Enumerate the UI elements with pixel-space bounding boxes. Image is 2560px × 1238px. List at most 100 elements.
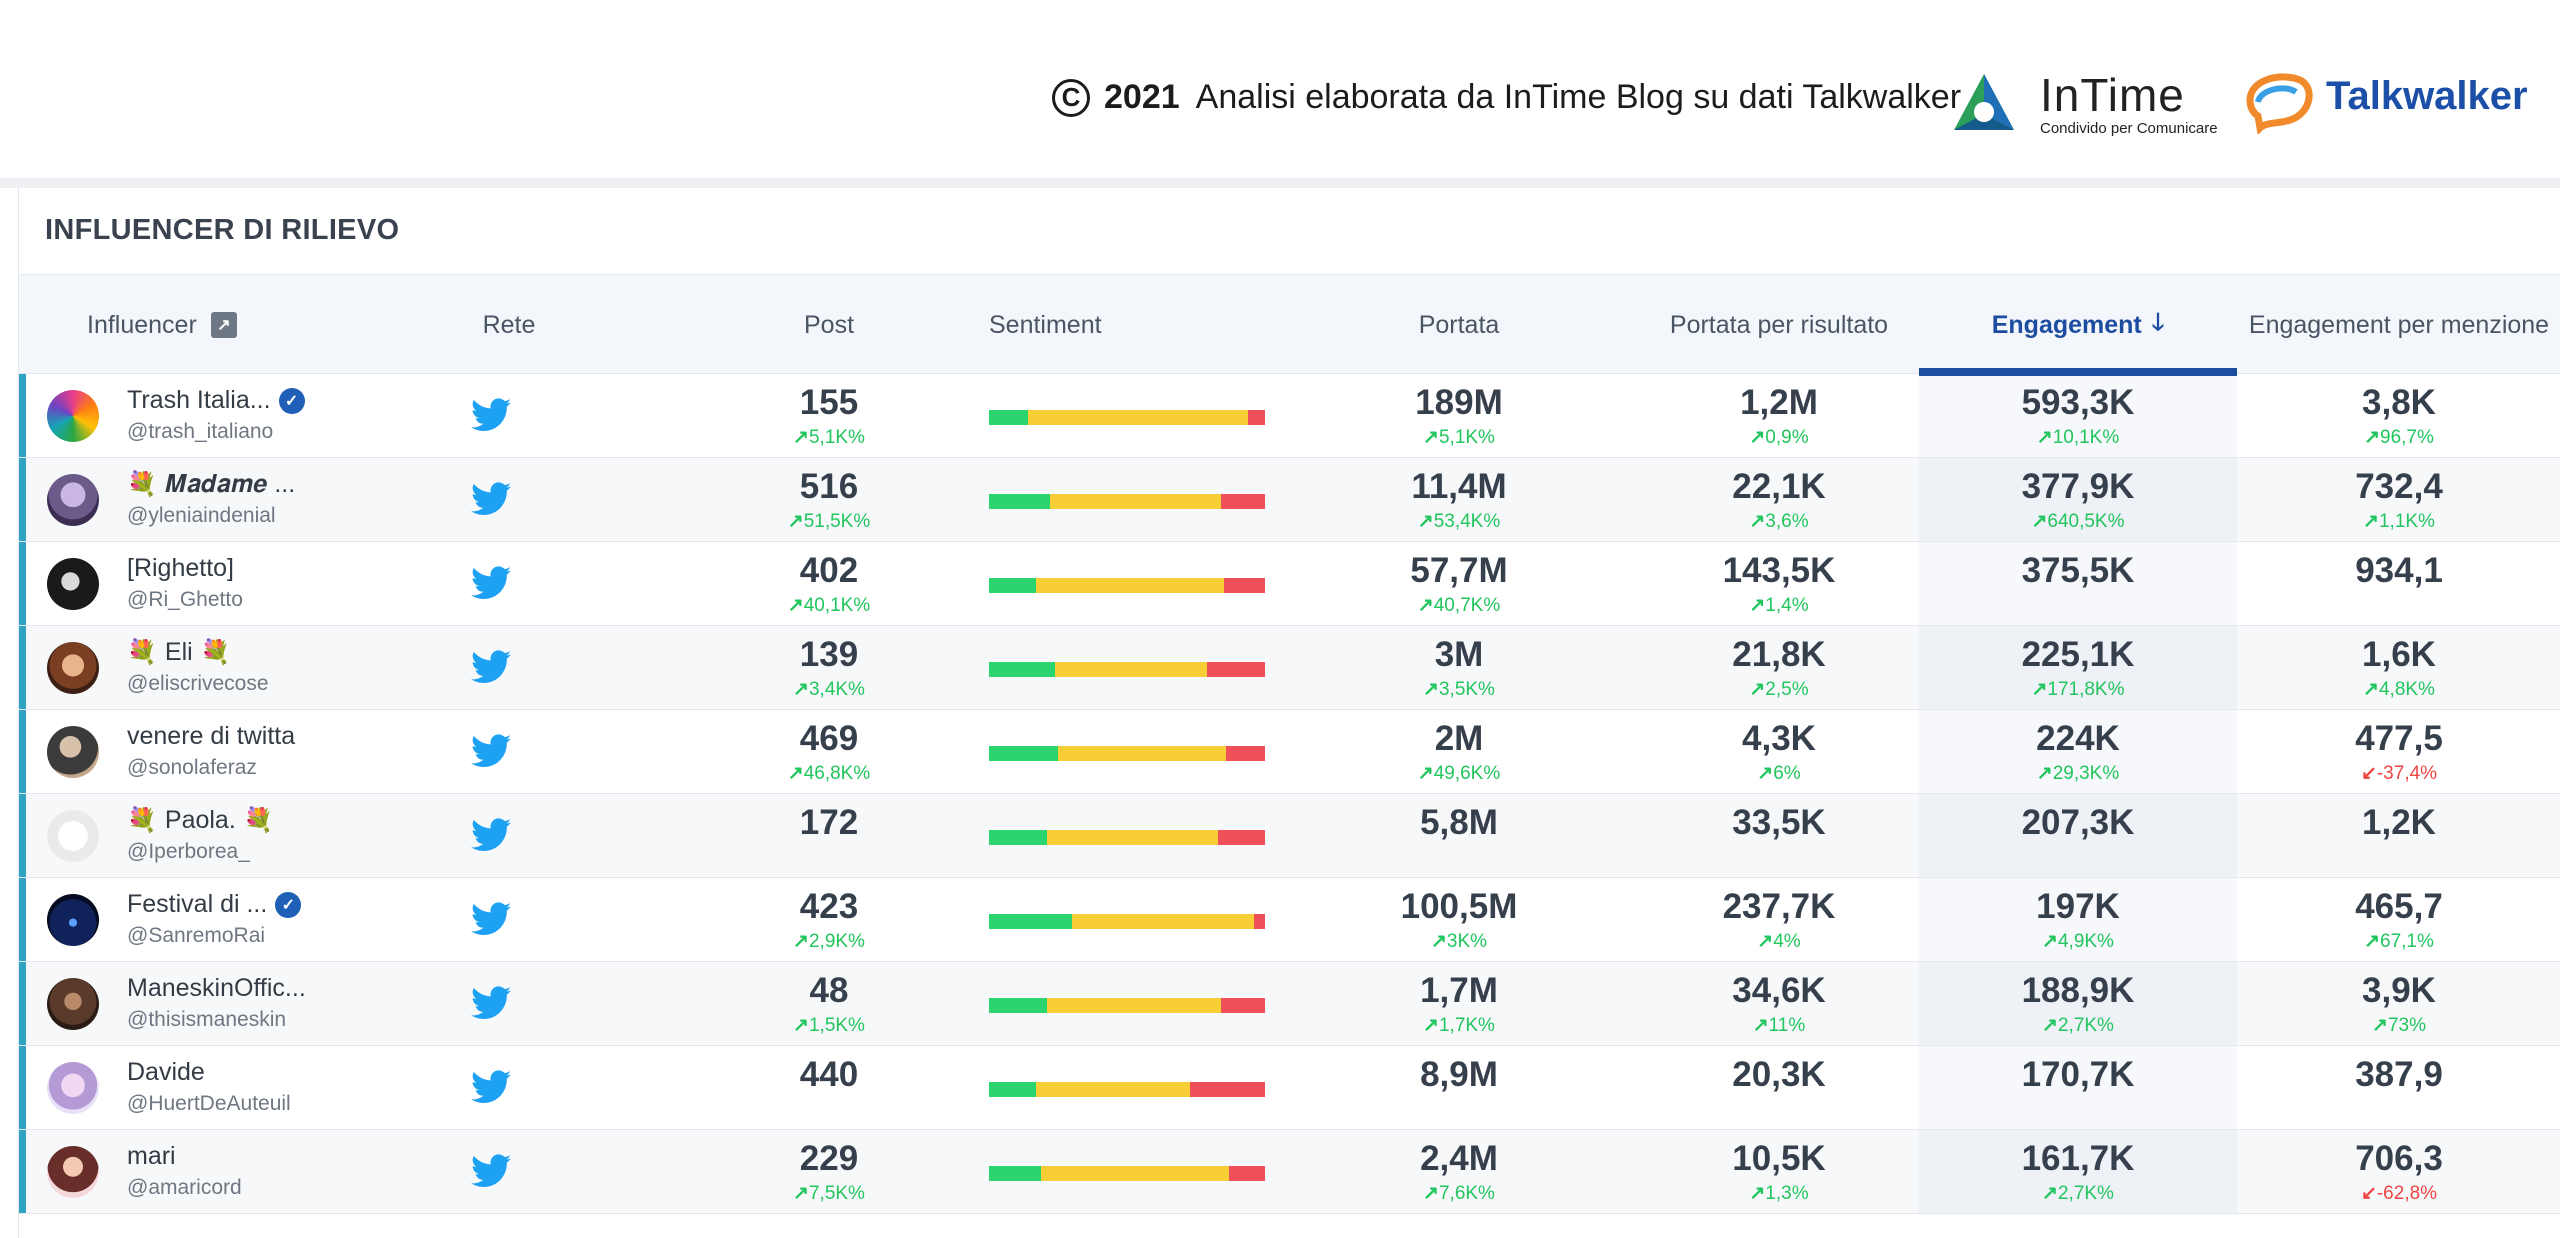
- table-row[interactable]: Festival di ... ✓ @SanremoRai 423 ↗2,9K% …: [19, 878, 2560, 962]
- twitter-icon[interactable]: [471, 650, 511, 684]
- influencer-name[interactable]: 💐 Paola. 💐: [127, 806, 274, 835]
- column-post[interactable]: Post: [803, 310, 855, 339]
- portata-cell: 8,9M: [1349, 1052, 1569, 1098]
- avatar[interactable]: [47, 978, 99, 1030]
- post-cell: 155 ↗5,1K%: [719, 380, 939, 450]
- influencer-name[interactable]: ManeskinOffic...: [127, 974, 306, 1003]
- influencer-name[interactable]: Festival di ... ✓: [127, 890, 302, 919]
- change-text: 5,1K%: [808, 427, 865, 448]
- sentiment-bar[interactable]: [989, 914, 1265, 929]
- twitter-icon[interactable]: [471, 902, 511, 936]
- avatar[interactable]: [47, 558, 99, 610]
- twitter-icon[interactable]: [471, 1154, 511, 1188]
- active-sort-indicator: [1919, 368, 2237, 376]
- influencer-handle[interactable]: @trash_italiano: [127, 420, 274, 443]
- influencer-handle[interactable]: @thisismaneskin: [127, 1008, 287, 1031]
- influencer-handle[interactable]: @HuertDeAuteuil: [127, 1092, 291, 1115]
- post-cell: 139 ↗3,4K%: [719, 632, 939, 702]
- influencer-handle[interactable]: @eliscrivecose: [127, 672, 269, 695]
- flower-icon: 💐: [127, 471, 157, 498]
- trend-up-icon: ↗: [2372, 1015, 2388, 1036]
- engagement-highlight: [1919, 794, 2237, 877]
- trend-up-icon: ↗: [1757, 931, 1774, 952]
- trend-up-icon: ↗: [1749, 511, 1766, 532]
- column-rete[interactable]: Rete: [482, 310, 536, 339]
- column-influencer[interactable]: Influencer ↗: [87, 275, 237, 375]
- sentiment-bar[interactable]: [989, 830, 1265, 845]
- influencer-name[interactable]: mari: [127, 1142, 176, 1171]
- twitter-icon[interactable]: [471, 986, 511, 1020]
- table-row[interactable]: 💐 Paola. 💐 @Iperborea_ 172 5,8M 33,5K 207,…: [19, 794, 2560, 878]
- external-link-icon[interactable]: ↗: [210, 312, 237, 338]
- influencer-handle[interactable]: @amaricord: [127, 1176, 242, 1199]
- sentiment-bar[interactable]: [989, 1082, 1265, 1097]
- influencer-name[interactable]: Davide: [127, 1058, 205, 1087]
- table-row[interactable]: [Righetto] @Ri_Ghetto 402 ↗40,1K% 57,7M …: [19, 542, 2560, 626]
- avatar[interactable]: [47, 894, 99, 946]
- post-value: 229: [799, 1139, 859, 1178]
- influencer-handle[interactable]: @sonolaferaz: [127, 756, 257, 779]
- trend-up-icon: ↗: [787, 595, 804, 616]
- influencer-name[interactable]: Trash Italia... ✓: [127, 386, 305, 415]
- sentiment-bar[interactable]: [989, 998, 1265, 1013]
- table-row[interactable]: mari @amaricord 229 ↗7,5K% 2,4M ↗7,6K% 1…: [19, 1130, 2560, 1214]
- row-accent: [19, 374, 26, 457]
- sentiment-bar[interactable]: [989, 494, 1265, 509]
- table-row[interactable]: venere di twitta @sonolaferaz 469 ↗46,8K…: [19, 710, 2560, 794]
- portata-cell: 3M ↗3,5K%: [1349, 632, 1569, 702]
- engagement-menzione-change: ↗1,1K%: [2237, 510, 2560, 534]
- column-portata-risultato[interactable]: Portata per risultato: [1669, 310, 1889, 339]
- influencer-handle[interactable]: @yleniaindenial: [127, 504, 276, 527]
- post-cell: 172: [719, 800, 939, 846]
- change-text: 1,7K%: [1438, 1015, 1495, 1036]
- sentiment-bar[interactable]: [989, 662, 1265, 677]
- influencer-handle[interactable]: @Iperborea_: [127, 840, 250, 863]
- column-portata[interactable]: Portata: [1418, 310, 1500, 339]
- engagement-menzione-cell: 1,6K ↗4,8K%: [2237, 632, 2560, 702]
- trend-up-icon: ↗: [787, 763, 804, 784]
- avatar[interactable]: [47, 1062, 99, 1114]
- engagement-highlight: [1919, 458, 2237, 541]
- twitter-icon[interactable]: [471, 398, 511, 432]
- engagement-menzione-change: ↗67,1%: [2237, 930, 2560, 954]
- column-engagement[interactable]: Engagement 🡓: [1919, 275, 2237, 376]
- avatar[interactable]: [47, 726, 99, 778]
- table-row[interactable]: Davide @HuertDeAuteuil 440 8,9M 20,3K 17…: [19, 1046, 2560, 1130]
- sentiment-bar[interactable]: [989, 746, 1265, 761]
- avatar[interactable]: [47, 1146, 99, 1198]
- engagement-cell: 207,3K: [1919, 800, 2237, 846]
- engagement-menzione-cell: 732,4 ↗1,1K%: [2237, 464, 2560, 534]
- engagement-menzione-cell: 706,3 ↙-62,8%: [2237, 1136, 2560, 1206]
- column-sentiment[interactable]: Sentiment: [989, 310, 1102, 339]
- portata-value: 3M: [1434, 635, 1484, 674]
- twitter-icon[interactable]: [471, 482, 511, 516]
- influencer-name[interactable]: venere di twitta: [127, 722, 295, 751]
- sentiment-bar[interactable]: [989, 410, 1265, 425]
- avatar[interactable]: [47, 390, 99, 442]
- sentiment-bar[interactable]: [989, 1166, 1265, 1181]
- twitter-icon[interactable]: [471, 818, 511, 852]
- table-row[interactable]: 💐 Eli 💐 @eliscrivecose 139 ↗3,4K% 3M ↗3,5K…: [19, 626, 2560, 710]
- engagement-menzione-value: 465,7: [2355, 887, 2443, 926]
- table-row[interactable]: Trash Italia... ✓ @trash_italiano 155 ↗5,…: [19, 374, 2560, 458]
- influencer-handle[interactable]: @Ri_Ghetto: [127, 588, 243, 611]
- avatar[interactable]: [47, 810, 99, 862]
- influencer-name[interactable]: 💐 𝑴𝒂𝒅𝒂𝒎𝒆 ...: [127, 470, 295, 499]
- influencer-handle[interactable]: @SanremoRai: [127, 924, 266, 947]
- post-value: 402: [799, 551, 859, 590]
- twitter-icon[interactable]: [471, 566, 511, 600]
- avatar[interactable]: [47, 474, 99, 526]
- trend-up-icon: ↗: [1423, 1015, 1439, 1036]
- avatar[interactable]: [47, 642, 99, 694]
- table-row[interactable]: ManeskinOffic... @thisismaneskin 48 ↗1,5…: [19, 962, 2560, 1046]
- column-engagement-menzione[interactable]: Engagement per menzione: [2248, 310, 2550, 339]
- influencer-name[interactable]: 💐 Eli 💐: [127, 638, 231, 667]
- influencer-name[interactable]: [Righetto]: [127, 554, 234, 583]
- twitter-icon[interactable]: [471, 1070, 511, 1104]
- change-text: 2,7K%: [2057, 1015, 2114, 1036]
- trend-up-icon: ↗: [1749, 427, 1766, 448]
- sentiment-bar[interactable]: [989, 578, 1265, 593]
- twitter-icon[interactable]: [471, 734, 511, 768]
- portata-risultato-cell: 10,5K ↗1,3%: [1619, 1136, 1939, 1206]
- table-row[interactable]: 💐 𝑴𝒂𝒅𝒂𝒎𝒆 ... @yleniaindenial 516 ↗51,5K% …: [19, 458, 2560, 542]
